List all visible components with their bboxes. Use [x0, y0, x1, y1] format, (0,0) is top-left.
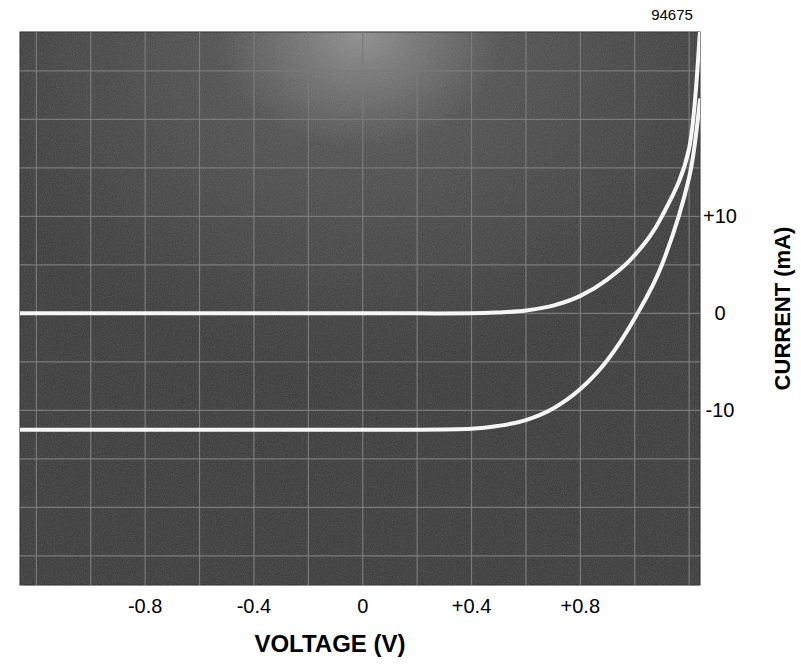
minor-grid-line — [20, 70, 700, 71]
minor-grid-line — [36, 32, 37, 585]
chart: -0.8 -0.4 0 +0.4 +0.8 -10 0 +10 VOLTAGE (V) CURRE… — [0, 0, 801, 665]
grid-line — [20, 216, 700, 217]
x-tick-label: -0.8 — [128, 595, 162, 617]
y-tick-label: +10 — [703, 205, 737, 227]
x-tick-label: +0.4 — [452, 595, 491, 617]
minor-grid-line — [417, 32, 418, 585]
grid-line — [362, 32, 363, 585]
x-tick-label: 0 — [357, 595, 368, 617]
minor-grid-line — [20, 361, 700, 362]
x-axis-title: VOLTAGE (V) — [254, 630, 405, 657]
grid — [20, 32, 700, 585]
x-tick-label: +0.8 — [561, 595, 600, 617]
minor-grid-line — [199, 32, 200, 585]
minor-grid-line — [90, 32, 91, 585]
y-tick-label: 0 — [714, 302, 725, 324]
grid-line — [580, 32, 581, 585]
iv-curve — [20, 32, 700, 313]
y-tick-label: -10 — [706, 399, 735, 421]
minor-grid-line — [634, 32, 635, 585]
grid-line — [253, 32, 254, 585]
grid-line — [471, 32, 472, 585]
minor-grid-line — [20, 264, 700, 265]
minor-grid-line — [308, 32, 309, 585]
curves — [20, 32, 700, 430]
minor-grid-line — [20, 507, 700, 508]
grid-line — [20, 410, 700, 411]
grid-line — [145, 32, 146, 585]
screen-texture — [20, 32, 700, 585]
minor-grid-line — [20, 555, 700, 556]
minor-grid-line — [20, 119, 700, 120]
minor-grid-line — [20, 167, 700, 168]
x-tick-label: -0.4 — [237, 595, 271, 617]
y-axis-title: CURRENT (mA) — [770, 227, 795, 391]
iv-curve — [20, 100, 700, 430]
figure-number: 94675 — [651, 6, 693, 23]
minor-grid-line — [689, 32, 690, 585]
minor-grid-line — [20, 458, 700, 459]
plot-area — [20, 32, 700, 585]
